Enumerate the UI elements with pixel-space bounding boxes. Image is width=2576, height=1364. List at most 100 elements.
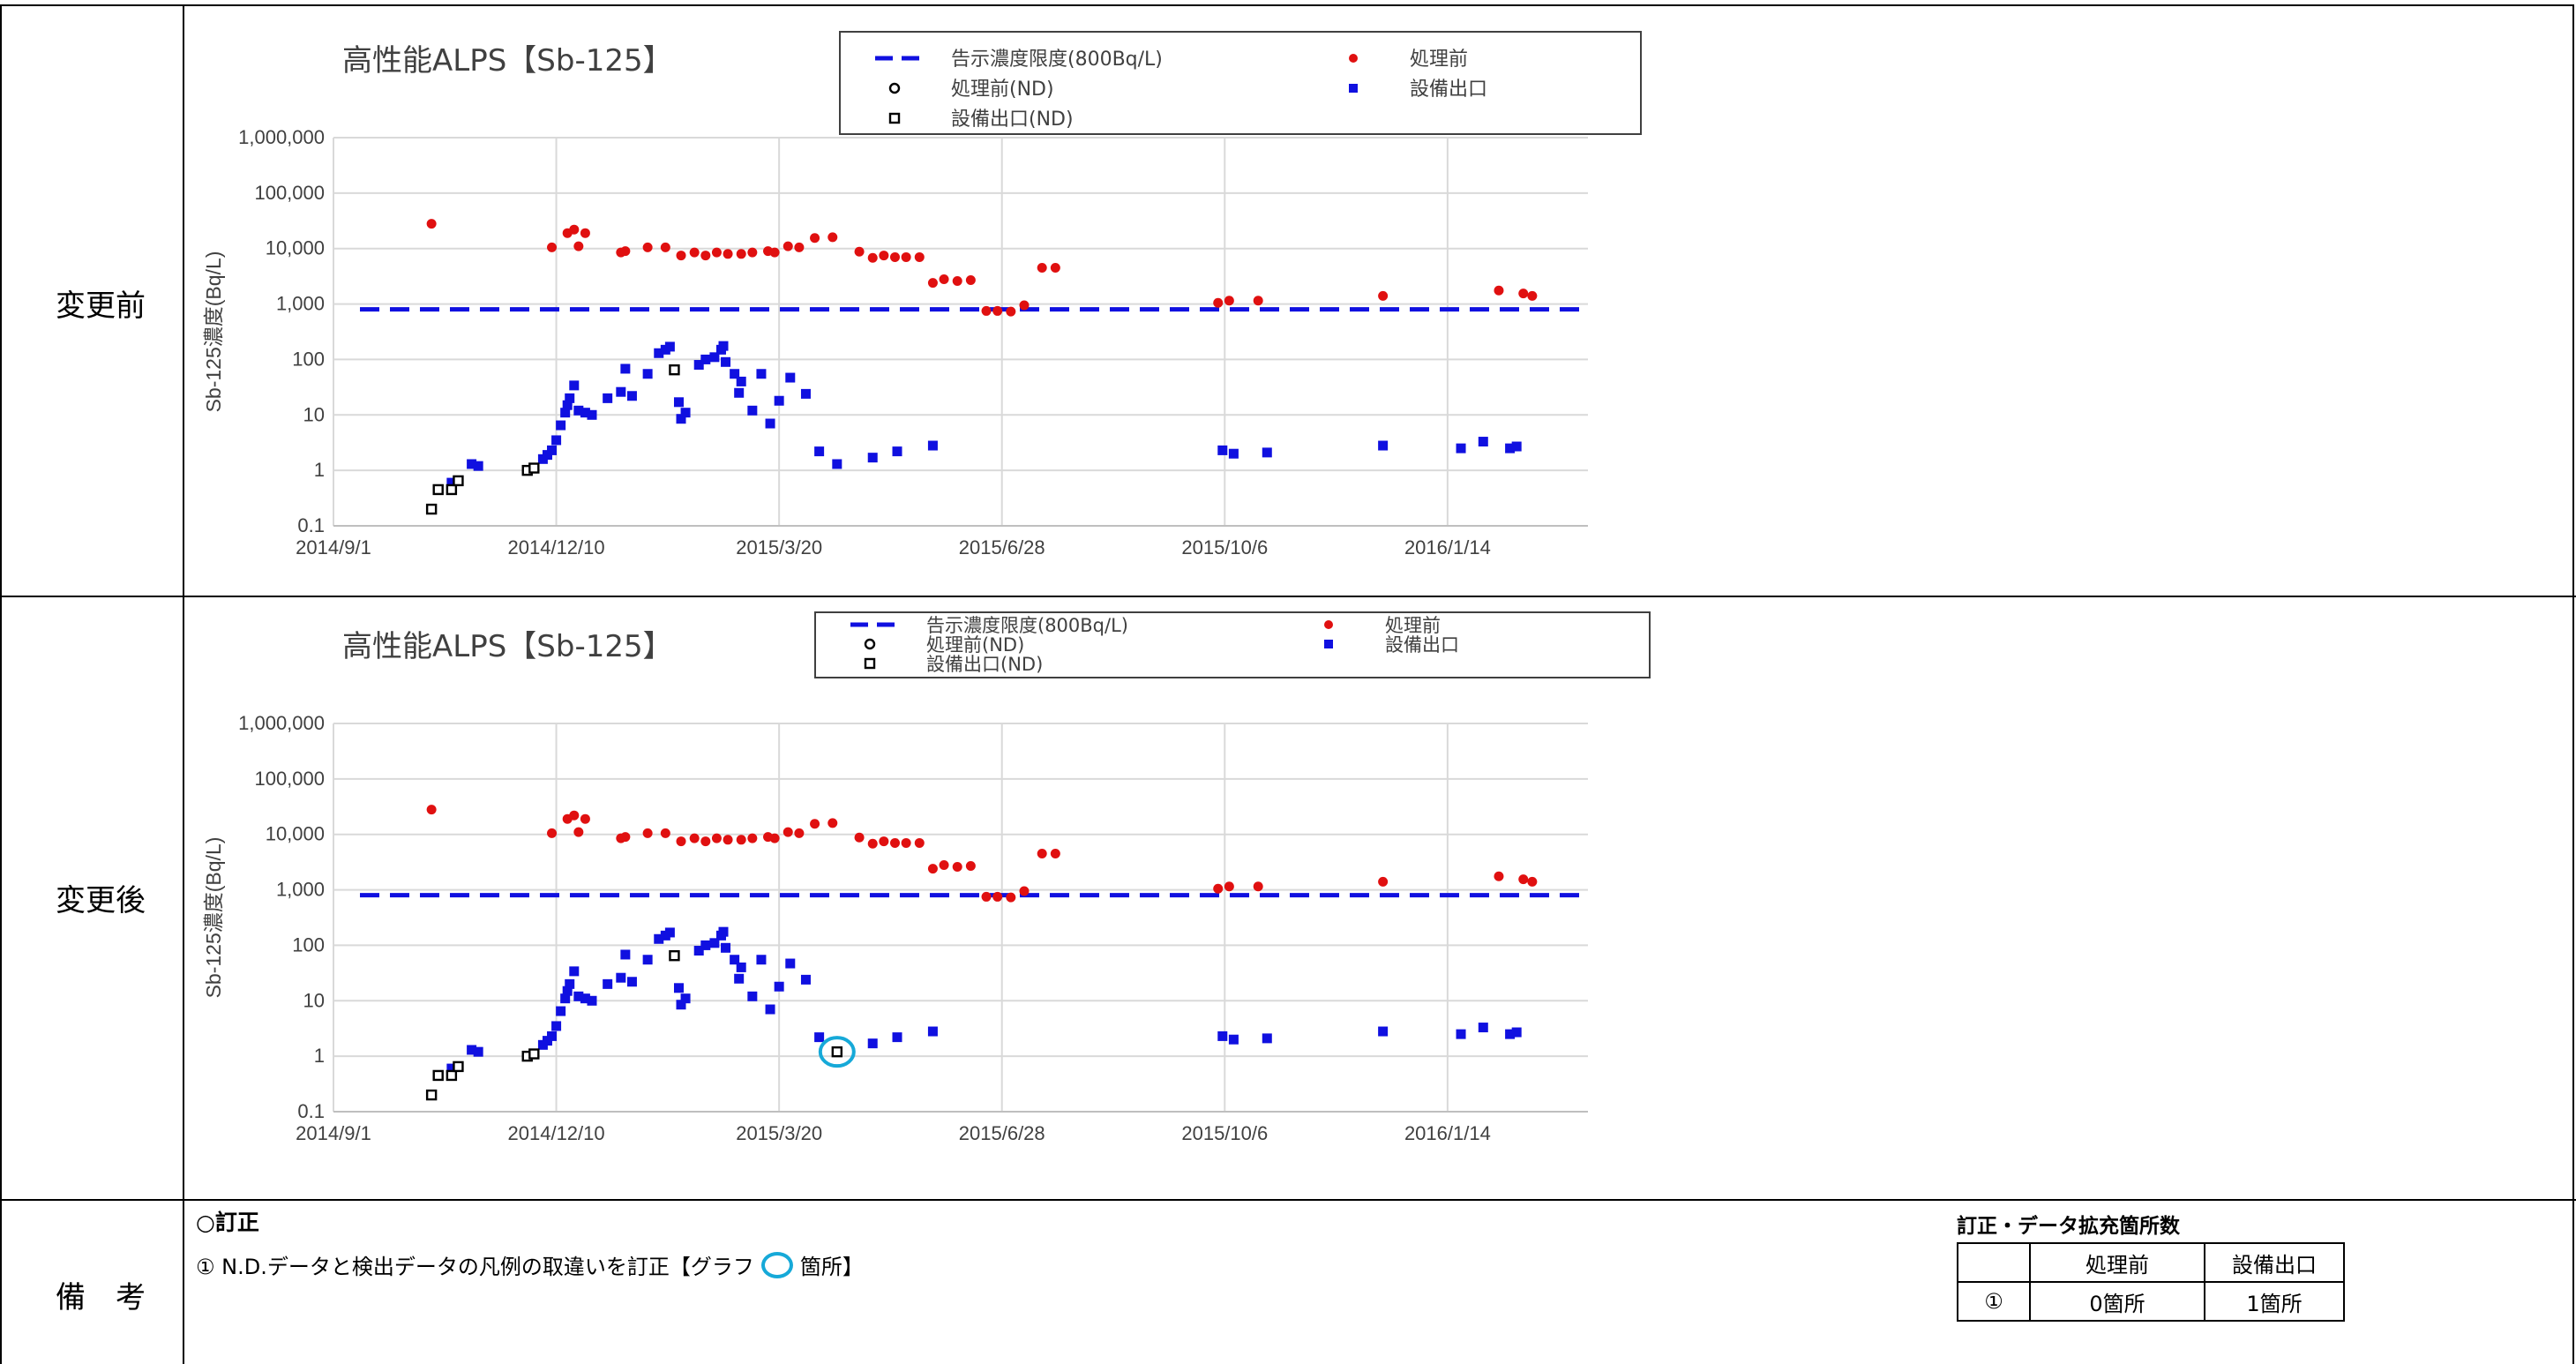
data-point-outlet xyxy=(1217,1030,1228,1041)
data-point-outlet xyxy=(1511,441,1522,452)
data-point-outlet xyxy=(747,991,758,1001)
y-axis-label: Sb-125濃度(Bq/L) xyxy=(202,251,225,413)
data-point-outlet xyxy=(573,405,584,416)
data-point-before-treatment xyxy=(854,832,865,843)
data-point-before-treatment xyxy=(927,864,938,874)
data-point-before-treatment xyxy=(700,251,711,261)
x-tick-label: 2015/10/6 xyxy=(1181,536,1268,558)
x-tick-label: 2014/12/10 xyxy=(508,536,605,558)
data-point-before-treatment xyxy=(879,251,889,261)
data-point-outlet-nd xyxy=(528,462,540,474)
data-point-outlet-nd xyxy=(669,363,680,376)
data-point-outlet xyxy=(673,397,684,408)
data-point-outlet xyxy=(730,369,740,379)
data-point-before-treatment xyxy=(952,275,962,286)
summary-data-row: ① 0箇所 1箇所 xyxy=(1957,1281,2345,1322)
y-tick-label: 1 xyxy=(314,1045,325,1067)
data-point-before-treatment xyxy=(569,810,580,821)
data-point-outlet xyxy=(1262,1033,1272,1044)
x-tick-label: 2014/12/10 xyxy=(508,1122,605,1144)
data-point-outlet xyxy=(867,1038,878,1049)
y-tick-label: 100,000 xyxy=(254,182,325,204)
data-point-outlet xyxy=(700,354,711,364)
data-point-outlet xyxy=(730,955,740,965)
data-point-outlet xyxy=(654,348,664,358)
data-point-outlet xyxy=(473,1046,483,1057)
remarks-item-text: ① N.D.データと検出データの凡例の取違いを訂正【グラフ xyxy=(196,1255,754,1279)
data-point-outlet xyxy=(569,380,580,391)
data-point-before-treatment xyxy=(867,838,878,849)
x-tick-label: 2014/9/1 xyxy=(296,1122,371,1144)
data-point-before-treatment xyxy=(914,251,925,262)
data-point-before-treatment xyxy=(981,305,992,316)
y-tick-label: 0.1 xyxy=(297,514,325,536)
chart-before: 0.1 1 10 100 1,000 10,000 100,000 1,000,000 2014… xyxy=(202,31,1642,558)
data-point-outlet xyxy=(718,926,729,937)
data-point-before-treatment xyxy=(547,242,558,252)
data-point-outlet xyxy=(756,369,767,379)
data-point-outlet xyxy=(642,369,653,379)
data-point-outlet xyxy=(551,435,562,446)
data-point-before-treatment xyxy=(1006,306,1016,317)
data-point-before-treatment xyxy=(700,836,711,847)
data-point-outlet xyxy=(664,927,675,938)
data-point-outlet xyxy=(1478,1023,1488,1033)
data-point-before-treatment xyxy=(711,833,722,843)
data-point-before-treatment xyxy=(723,249,733,259)
data-point-outlet xyxy=(1505,443,1516,453)
data-point-outlet xyxy=(814,1032,825,1043)
data-point-outlet xyxy=(927,440,938,451)
data-point-outlet xyxy=(580,408,590,418)
data-point-outlet-nd xyxy=(453,1060,464,1073)
data-point-outlet xyxy=(785,372,796,383)
x-tick-label: 2015/6/28 xyxy=(959,1122,1045,1144)
data-point-outlet xyxy=(1217,445,1228,455)
x-tick-label: 2015/6/28 xyxy=(959,536,1045,558)
data-point-outlet xyxy=(700,940,711,950)
highlight-circle-icon xyxy=(760,1251,793,1278)
data-point-outlet xyxy=(642,955,653,965)
data-point-before-treatment xyxy=(854,246,865,257)
x-tick-label: 2015/3/20 xyxy=(736,536,822,558)
y-tick-label: 1,000 xyxy=(276,879,325,901)
data-point-outlet xyxy=(736,962,746,972)
data-point-outlet xyxy=(587,995,597,1006)
remarks-item: ① N.D.データと検出データの凡例の取違いを訂正【グラフ 箇所】 xyxy=(196,1249,864,1280)
legend-swatch-outlet xyxy=(1349,84,1358,93)
data-point-outlet xyxy=(721,356,731,367)
legend-swatch-before-treatment-nd xyxy=(888,82,901,94)
y-tick-label: 10,000 xyxy=(266,823,325,845)
y-tick-label: 1,000 xyxy=(276,293,325,315)
data-point-outlet xyxy=(560,408,571,418)
data-point-outlet xyxy=(756,955,767,965)
data-point-outlet xyxy=(446,477,457,488)
data-point-outlet-nd xyxy=(446,483,458,496)
data-point-before-treatment xyxy=(642,828,653,838)
data-point-before-treatment xyxy=(901,837,911,848)
data-point-outlet xyxy=(785,958,796,969)
data-point-outlet xyxy=(927,1026,938,1037)
data-point-before-treatment xyxy=(1037,849,1047,859)
data-point-before-treatment xyxy=(794,828,805,838)
data-point-outlet xyxy=(562,986,573,996)
remarks-heading: ○訂正 xyxy=(196,1210,259,1235)
legend-swatch-outlet-nd xyxy=(888,112,901,124)
data-point-before-treatment xyxy=(580,228,590,238)
data-point-outlet xyxy=(718,341,729,351)
data-point-before-treatment xyxy=(620,246,631,257)
data-point-before-treatment xyxy=(1527,876,1538,887)
legend-swatch-outlet-nd xyxy=(864,657,876,670)
data-point-outlet xyxy=(551,1021,562,1031)
data-point-outlet-nd xyxy=(425,503,438,515)
data-point-outlet xyxy=(800,974,811,985)
data-point-before-treatment xyxy=(660,242,670,252)
data-point-before-treatment xyxy=(573,827,584,837)
row-label-after: 変更後 xyxy=(56,883,146,918)
legend-label: 処理前(ND) xyxy=(951,79,1054,101)
data-point-outlet xyxy=(1228,1034,1239,1045)
data-point-outlet xyxy=(765,418,775,429)
summary-header-cell: 設備出口 xyxy=(2204,1242,2345,1283)
data-point-outlet xyxy=(562,400,573,410)
y-tick-label: 100 xyxy=(292,933,325,956)
data-point-before-treatment xyxy=(965,274,976,285)
